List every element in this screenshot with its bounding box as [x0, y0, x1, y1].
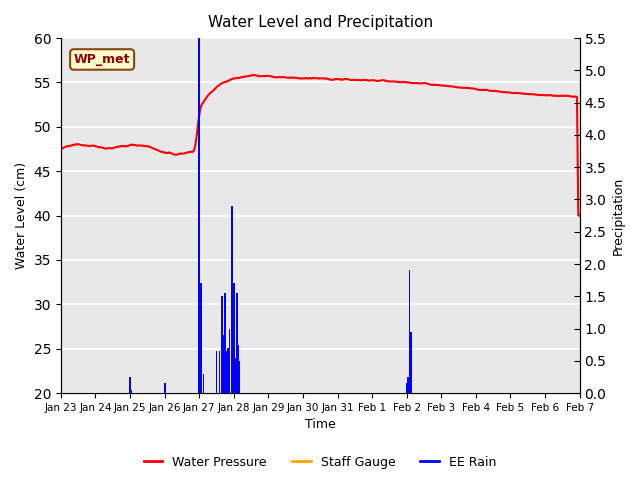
Bar: [216, 351, 218, 393]
Bar: [234, 358, 236, 393]
Bar: [409, 271, 410, 393]
Bar: [232, 206, 233, 393]
Legend: Water Pressure, Staff Gauge, EE Rain: Water Pressure, Staff Gauge, EE Rain: [139, 451, 501, 474]
Bar: [221, 296, 223, 393]
Bar: [224, 293, 226, 393]
Bar: [237, 345, 239, 393]
Bar: [410, 332, 412, 393]
Bar: [233, 283, 235, 393]
Bar: [407, 377, 409, 393]
Bar: [129, 377, 131, 393]
Bar: [203, 374, 204, 393]
Bar: [198, 38, 200, 393]
Bar: [218, 351, 220, 393]
Bar: [164, 384, 166, 393]
Bar: [223, 335, 225, 393]
Bar: [227, 348, 229, 393]
Y-axis label: Precipitation: Precipitation: [612, 177, 625, 255]
Bar: [200, 283, 202, 393]
Title: Water Level and Precipitation: Water Level and Precipitation: [208, 15, 433, 30]
Bar: [236, 293, 237, 393]
Bar: [228, 329, 230, 393]
Bar: [406, 384, 408, 393]
X-axis label: Time: Time: [305, 419, 335, 432]
Bar: [226, 351, 227, 393]
Bar: [131, 390, 132, 393]
Bar: [239, 361, 241, 393]
Y-axis label: Water Level (cm): Water Level (cm): [15, 162, 28, 269]
Text: WP_met: WP_met: [74, 53, 131, 66]
